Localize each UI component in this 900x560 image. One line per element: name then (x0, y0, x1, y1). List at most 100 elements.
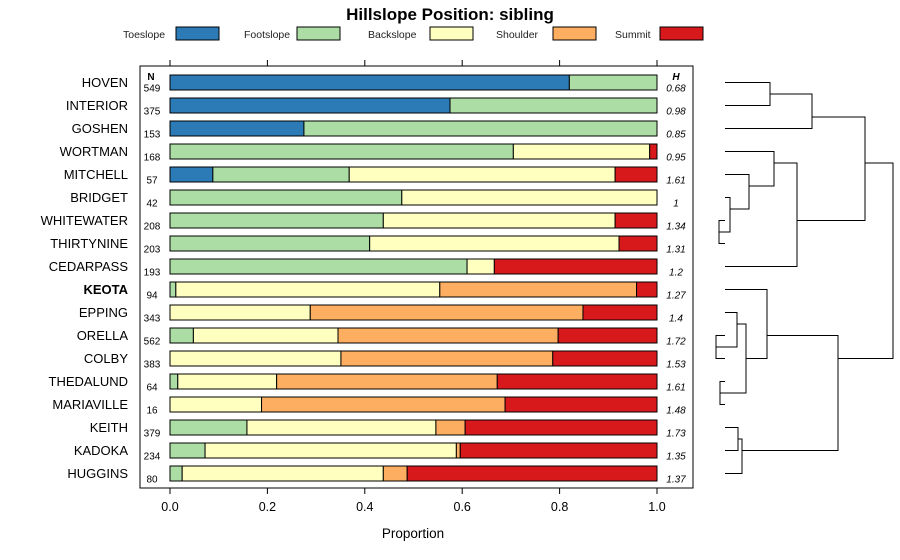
h-value-bridget: 1 (673, 199, 679, 210)
h-value-wortman: 0.95 (666, 153, 686, 164)
n-value-kadoka: 234 (144, 452, 161, 463)
x-axis: 0.0 0.2 0.4 0.6 0.8 1.0 (161, 60, 666, 514)
n-value-keota: 94 (146, 291, 158, 302)
dendrogram-branch-0 (725, 82, 771, 106)
x-tick-label-3: 0.6 (454, 500, 471, 514)
h-value-goshen: 0.85 (666, 130, 686, 141)
h-value-huggins: 1.37 (666, 475, 686, 486)
bar-thirtynine-footslope (169, 235, 371, 252)
h-value-thirtynine: 1.31 (666, 245, 685, 256)
bar-whitewater-summit (614, 212, 658, 229)
n-value-wortman: 168 (144, 153, 161, 164)
n-value-epping: 343 (144, 314, 161, 325)
legend-swatch-backslope (429, 26, 474, 41)
row-label-whitewater: WHITEWATER (41, 213, 128, 228)
row-label-bridget: BRIDGET (70, 190, 128, 205)
legend-swatch-shoulder (552, 26, 597, 41)
h-value-epping: 1.4 (669, 314, 683, 325)
bar-orella-footslope (169, 327, 194, 344)
n-value-mitchell: 57 (146, 176, 158, 187)
n-value-interior: 375 (144, 107, 161, 118)
bar-mitchell-toeslope (169, 166, 214, 183)
bar-keith-shoulder (435, 419, 466, 436)
n-value-thedalund: 64 (146, 383, 158, 394)
bar-orella-summit (557, 327, 658, 344)
bar-interior-footslope (449, 97, 658, 114)
h-value-interior: 0.98 (666, 107, 686, 118)
bar-colby-summit (552, 350, 658, 367)
x-tick-label-1: 0.2 (259, 500, 276, 514)
bar-mariaville-summit (504, 396, 658, 413)
h-value-kadoka: 1.35 (666, 452, 686, 463)
row-label-mitchell: MITCHELL (64, 167, 128, 182)
dendrogram-branch-6 (725, 162, 798, 267)
x-tick-label-5: 1.0 (648, 500, 665, 514)
bar-hoven-footslope (568, 74, 658, 91)
row-label-keith: KEITH (90, 420, 128, 435)
h-value-cedarpass: 1.2 (669, 268, 683, 279)
bar-goshen-toeslope (169, 120, 305, 137)
row-label-goshen: GOSHEN (72, 121, 128, 136)
row-label-interior: INTERIOR (66, 98, 128, 113)
legend: Toeslope Footslope Backslope Shoulder Summit (123, 26, 704, 41)
bar-whitewater-backslope (382, 212, 616, 229)
h-value-mariaville: 1.48 (666, 406, 686, 417)
h-value-keith: 1.73 (666, 429, 686, 440)
chart-title: Hillslope Position: sibling (346, 5, 554, 24)
legend-label-footslope: Footslope (244, 29, 290, 41)
h-value-keota: 1.27 (666, 291, 686, 302)
n-value-mariaville: 16 (146, 406, 158, 417)
n-value-keith: 379 (144, 429, 161, 440)
bar-keota-footslope (169, 281, 177, 298)
bar-colby-shoulder (340, 350, 554, 367)
bar-epping-summit (582, 304, 658, 321)
legend-label-summit: Summit (615, 29, 651, 41)
h-value-hoven: 0.68 (666, 84, 686, 95)
bar-huggins-summit (406, 465, 658, 482)
legend-label-toeslope: Toeslope (123, 29, 165, 41)
plot-frame (139, 65, 694, 489)
bar-huggins-shoulder (382, 465, 408, 482)
bar-cedarpass-summit (493, 258, 658, 275)
dendrogram-branch-4 (725, 174, 750, 210)
h-header: H (672, 72, 680, 83)
bar-kadoka-footslope (169, 442, 206, 459)
bar-huggins-footslope (169, 465, 183, 482)
row-label-hoven: HOVEN (82, 75, 128, 90)
row-label-cedarpass: CEDARPASS (49, 259, 129, 274)
x-tick-label-0: 0.0 (161, 500, 178, 514)
bar-thedalund-summit (496, 373, 658, 390)
n-value-whitewater: 208 (144, 222, 161, 233)
bar-wortman-summit (649, 143, 658, 160)
dendrogram-branch-1 (725, 93, 813, 129)
bar-thedalund-backslope (177, 373, 278, 390)
bar-thedalund-footslope (169, 373, 179, 390)
n-value-colby: 383 (144, 360, 161, 371)
legend-label-backslope: Backslope (368, 29, 417, 41)
row-label-thedalund: THEDALUND (49, 374, 128, 389)
bar-orella-backslope (192, 327, 339, 344)
x-tick-label-2: 0.4 (356, 500, 373, 514)
bar-keota-shoulder (439, 281, 638, 298)
row-labels: HOVEN 549 0.68 INTERIOR 375 0.98 GOSHEN 153 0.85… (41, 75, 687, 486)
row-label-colby: COLBY (84, 351, 128, 366)
bar-cedarpass-backslope (466, 258, 495, 275)
bar-keota-summit (636, 281, 658, 298)
n-header: N (147, 72, 154, 83)
n-value-huggins: 80 (146, 475, 158, 486)
dendrogram-branch-12 (725, 289, 768, 359)
dendrogram-branch-5 (725, 151, 775, 187)
row-label-mariaville: MARIAVILLE (52, 397, 128, 412)
bar-thirtynine-summit (618, 235, 658, 252)
n-value-bridget: 42 (146, 199, 158, 210)
bar-wortman-backslope (512, 143, 651, 160)
bar-thirtynine-backslope (369, 235, 620, 252)
dendrogram-branch-3 (719, 197, 731, 233)
bar-epping-backslope (169, 304, 311, 321)
bar-kadoka-shoulder (455, 442, 461, 459)
legend-swatch-toeslope (175, 26, 220, 41)
bar-kadoka-backslope (204, 442, 457, 459)
n-value-orella: 562 (144, 337, 161, 348)
bar-cedarpass-footslope (169, 258, 468, 275)
row-label-keota: KEOTA (83, 282, 128, 297)
